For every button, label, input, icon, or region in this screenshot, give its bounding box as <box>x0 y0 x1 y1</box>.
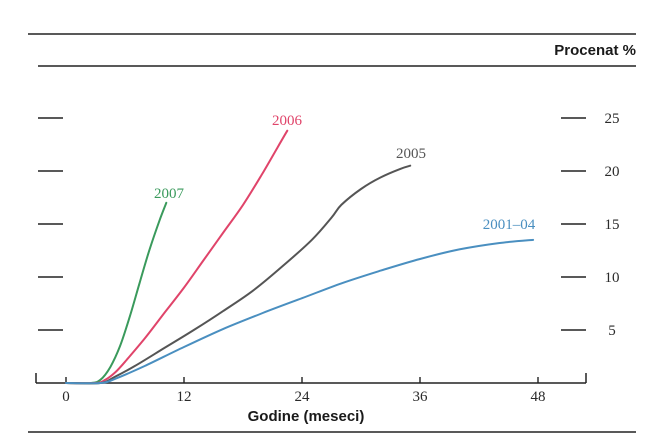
series-line-2001-04 <box>65 238 535 385</box>
series-line-2005 <box>65 164 412 385</box>
x-ticks-group: 0 12 24 36 48 <box>62 377 546 405</box>
series-label-2005: 2005 <box>396 146 426 162</box>
y-tick-label-25: 25 <box>605 111 620 127</box>
x-tick-label-36: 36 <box>413 389 429 405</box>
series-label-2001-04: 2001–04 <box>483 217 536 233</box>
series-label-2007: 2007 <box>154 186 185 202</box>
x-tick-label-24: 24 <box>295 389 311 405</box>
y-ticks-group: 5 10 15 20 25 <box>38 111 620 339</box>
y-axis-title: Procenat % <box>554 42 636 59</box>
x-tick-label-12: 12 <box>177 389 192 405</box>
x-tick-label-48: 48 <box>531 389 546 405</box>
y-tick-label-15: 15 <box>605 217 620 233</box>
x-tick-label-0: 0 <box>62 389 70 405</box>
x-axis-title: Godine (meseci) <box>248 408 365 425</box>
y-tick-label-10: 10 <box>605 270 620 286</box>
series-group: 2007 2006 2005 2001–04 <box>65 113 536 385</box>
series-line-2006 <box>65 129 289 385</box>
y-tick-label-20: 20 <box>605 164 620 180</box>
y-tick-label-5: 5 <box>608 323 616 339</box>
series-label-2006: 2006 <box>272 113 303 129</box>
